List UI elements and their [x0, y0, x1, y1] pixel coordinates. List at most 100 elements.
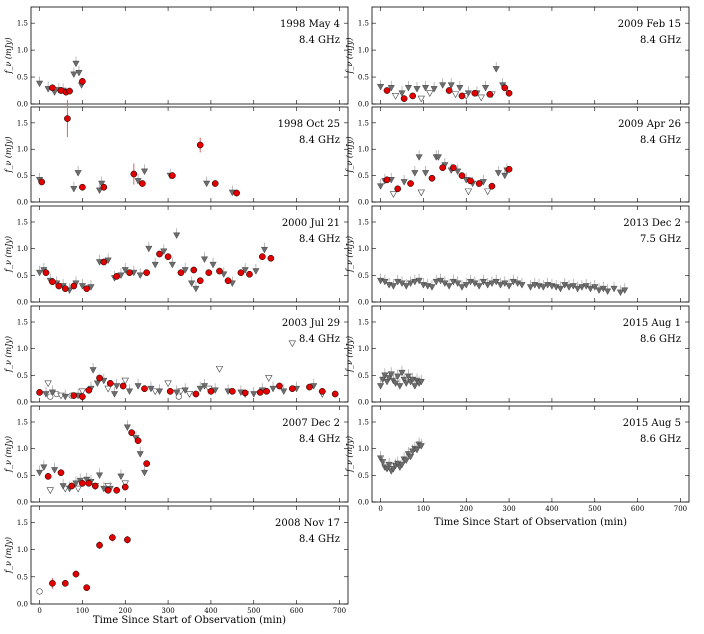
panel-3: 0.0 0.5 1.0 1.5 f_ν (mJy) 2003 Jul 29 8.4 GHz	[4, 305, 349, 407]
upper-limit-marker	[74, 170, 82, 177]
open-limit-marker	[78, 388, 87, 396]
y-tick-label: 0.5	[358, 472, 369, 480]
open-limit-marker	[74, 485, 82, 493]
x-axis-label: Time Since Start of Observation (min)	[93, 615, 286, 626]
upper-limit-marker	[402, 457, 410, 465]
detection-point	[267, 254, 275, 262]
upper-limit-marker	[518, 282, 526, 289]
detection-point	[164, 253, 172, 261]
upper-limit-marker	[398, 369, 406, 377]
y-tick-label: 1.0	[17, 245, 28, 253]
upper-limit-marker	[110, 391, 119, 398]
panel-frame	[30, 205, 349, 303]
detection-point	[143, 460, 151, 467]
upper-limit-marker	[407, 280, 415, 287]
panel-date: 2003 Jul 29	[282, 318, 340, 329]
detection-point	[383, 176, 391, 184]
panel-frequency: 8.4 GHz	[299, 234, 340, 245]
y-tick-label: 1.5	[358, 219, 369, 227]
upper-limit-marker	[411, 170, 419, 177]
detection-point	[256, 389, 264, 396]
detection-point	[96, 374, 103, 382]
upper-limit-marker	[578, 284, 586, 291]
upper-limit-marker	[445, 283, 453, 290]
upper-limit-marker	[417, 378, 425, 386]
upper-limit-marker	[155, 388, 164, 395]
x-axis-label: Time Since Start of Observation (min)	[434, 517, 627, 528]
upper-limit-marker	[484, 282, 492, 289]
detection-point	[207, 387, 215, 395]
upper-limit-marker	[147, 385, 155, 393]
upper-limit-marker	[492, 66, 500, 73]
upper-limit-marker	[173, 232, 181, 239]
panel-0: 0.0 0.5 1.0 1.5 f_ν (mJy) 1998 May 4 8.4 GHz	[4, 6, 349, 109]
open-limit-marker	[104, 385, 112, 393]
upper-limit-marker	[72, 480, 80, 487]
panel-frequency: 8.4 GHz	[299, 534, 340, 545]
detection-point	[196, 277, 204, 285]
upper-limit-marker	[591, 284, 599, 291]
detection-point	[44, 473, 52, 480]
x-tick-label: 0	[37, 607, 41, 615]
panel-frequency: 8.6 GHz	[640, 334, 681, 345]
open-circle-marker	[36, 588, 43, 595]
upper-limit-marker	[428, 284, 436, 291]
detection-point	[83, 285, 91, 293]
upper-limit-marker	[70, 186, 78, 193]
open-limit-marker	[44, 380, 52, 388]
upper-limit-marker	[192, 285, 200, 293]
y-tick-label: 0.5	[358, 372, 369, 380]
y-tick-label: 1.0	[358, 345, 369, 353]
panel-frequency: 8.4 GHz	[640, 135, 681, 146]
upper-limit-marker	[501, 172, 509, 180]
upper-limit-marker	[402, 380, 410, 387]
detection-point	[61, 579, 69, 587]
detection-point	[79, 183, 86, 191]
detection-point	[486, 90, 494, 98]
upper-limit-marker	[134, 178, 142, 185]
upper-limit-marker	[565, 284, 573, 291]
panel-frequency: 8.4 GHz	[299, 35, 340, 46]
upper-limit-marker	[475, 283, 483, 290]
y-tick-label: 0.5	[17, 472, 28, 480]
y-tick-label: 1.5	[358, 319, 369, 327]
upper-limit-marker	[136, 272, 144, 279]
detection-point	[85, 386, 93, 394]
detection-point	[501, 84, 509, 92]
y-tick-label: 1.5	[358, 419, 369, 427]
detection-point	[228, 387, 236, 395]
y-tick-label: 1.0	[358, 146, 369, 154]
detection-point	[49, 579, 56, 587]
y-tick-label: 0.0	[358, 499, 369, 507]
panel-frame	[30, 6, 349, 105]
upper-limit-marker	[407, 453, 415, 461]
x-tick-label: 700	[333, 607, 346, 615]
y-axis-label: f_ν (mJy)	[4, 537, 13, 574]
detection-point	[113, 273, 121, 280]
detection-point	[224, 277, 232, 285]
open-limit-marker	[288, 340, 297, 348]
panel-frame	[371, 405, 690, 503]
upper-limit-marker	[496, 282, 505, 289]
detection-point	[216, 267, 223, 275]
upper-limit-marker	[379, 459, 387, 466]
upper-limit-marker	[556, 285, 565, 293]
panel-frame	[371, 106, 690, 203]
detection-point	[113, 486, 121, 494]
upper-limit-marker	[123, 424, 131, 431]
detection-point	[109, 534, 116, 541]
panel-date: 1998 May 4	[280, 19, 340, 30]
upper-limit-marker	[40, 464, 48, 471]
panel-date: 1998 Oct 25	[278, 119, 340, 130]
panel-10: 0.0 0.5 1.0 1.5 0 100 200 300 400 500 600 700 f_ν (m…	[345, 405, 690, 513]
upper-limit-marker	[36, 80, 44, 88]
y-tick-label: 0.0	[358, 299, 369, 307]
y-tick-label: 1.5	[17, 519, 28, 527]
upper-limit-marker	[574, 285, 582, 293]
y-tick-label: 0.5	[17, 573, 28, 581]
upper-limit-marker	[181, 387, 189, 394]
panel-5: 0.0 0.5 1.0 1.5 0 100 200 300 400 500 600 700 f_ν (m…	[4, 505, 349, 615]
upper-limit-marker	[51, 467, 59, 474]
y-axis-label: f_ν (mJy)	[345, 38, 354, 75]
